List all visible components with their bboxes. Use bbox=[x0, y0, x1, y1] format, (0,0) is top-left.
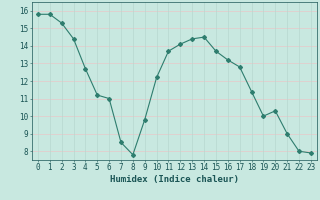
X-axis label: Humidex (Indice chaleur): Humidex (Indice chaleur) bbox=[110, 175, 239, 184]
